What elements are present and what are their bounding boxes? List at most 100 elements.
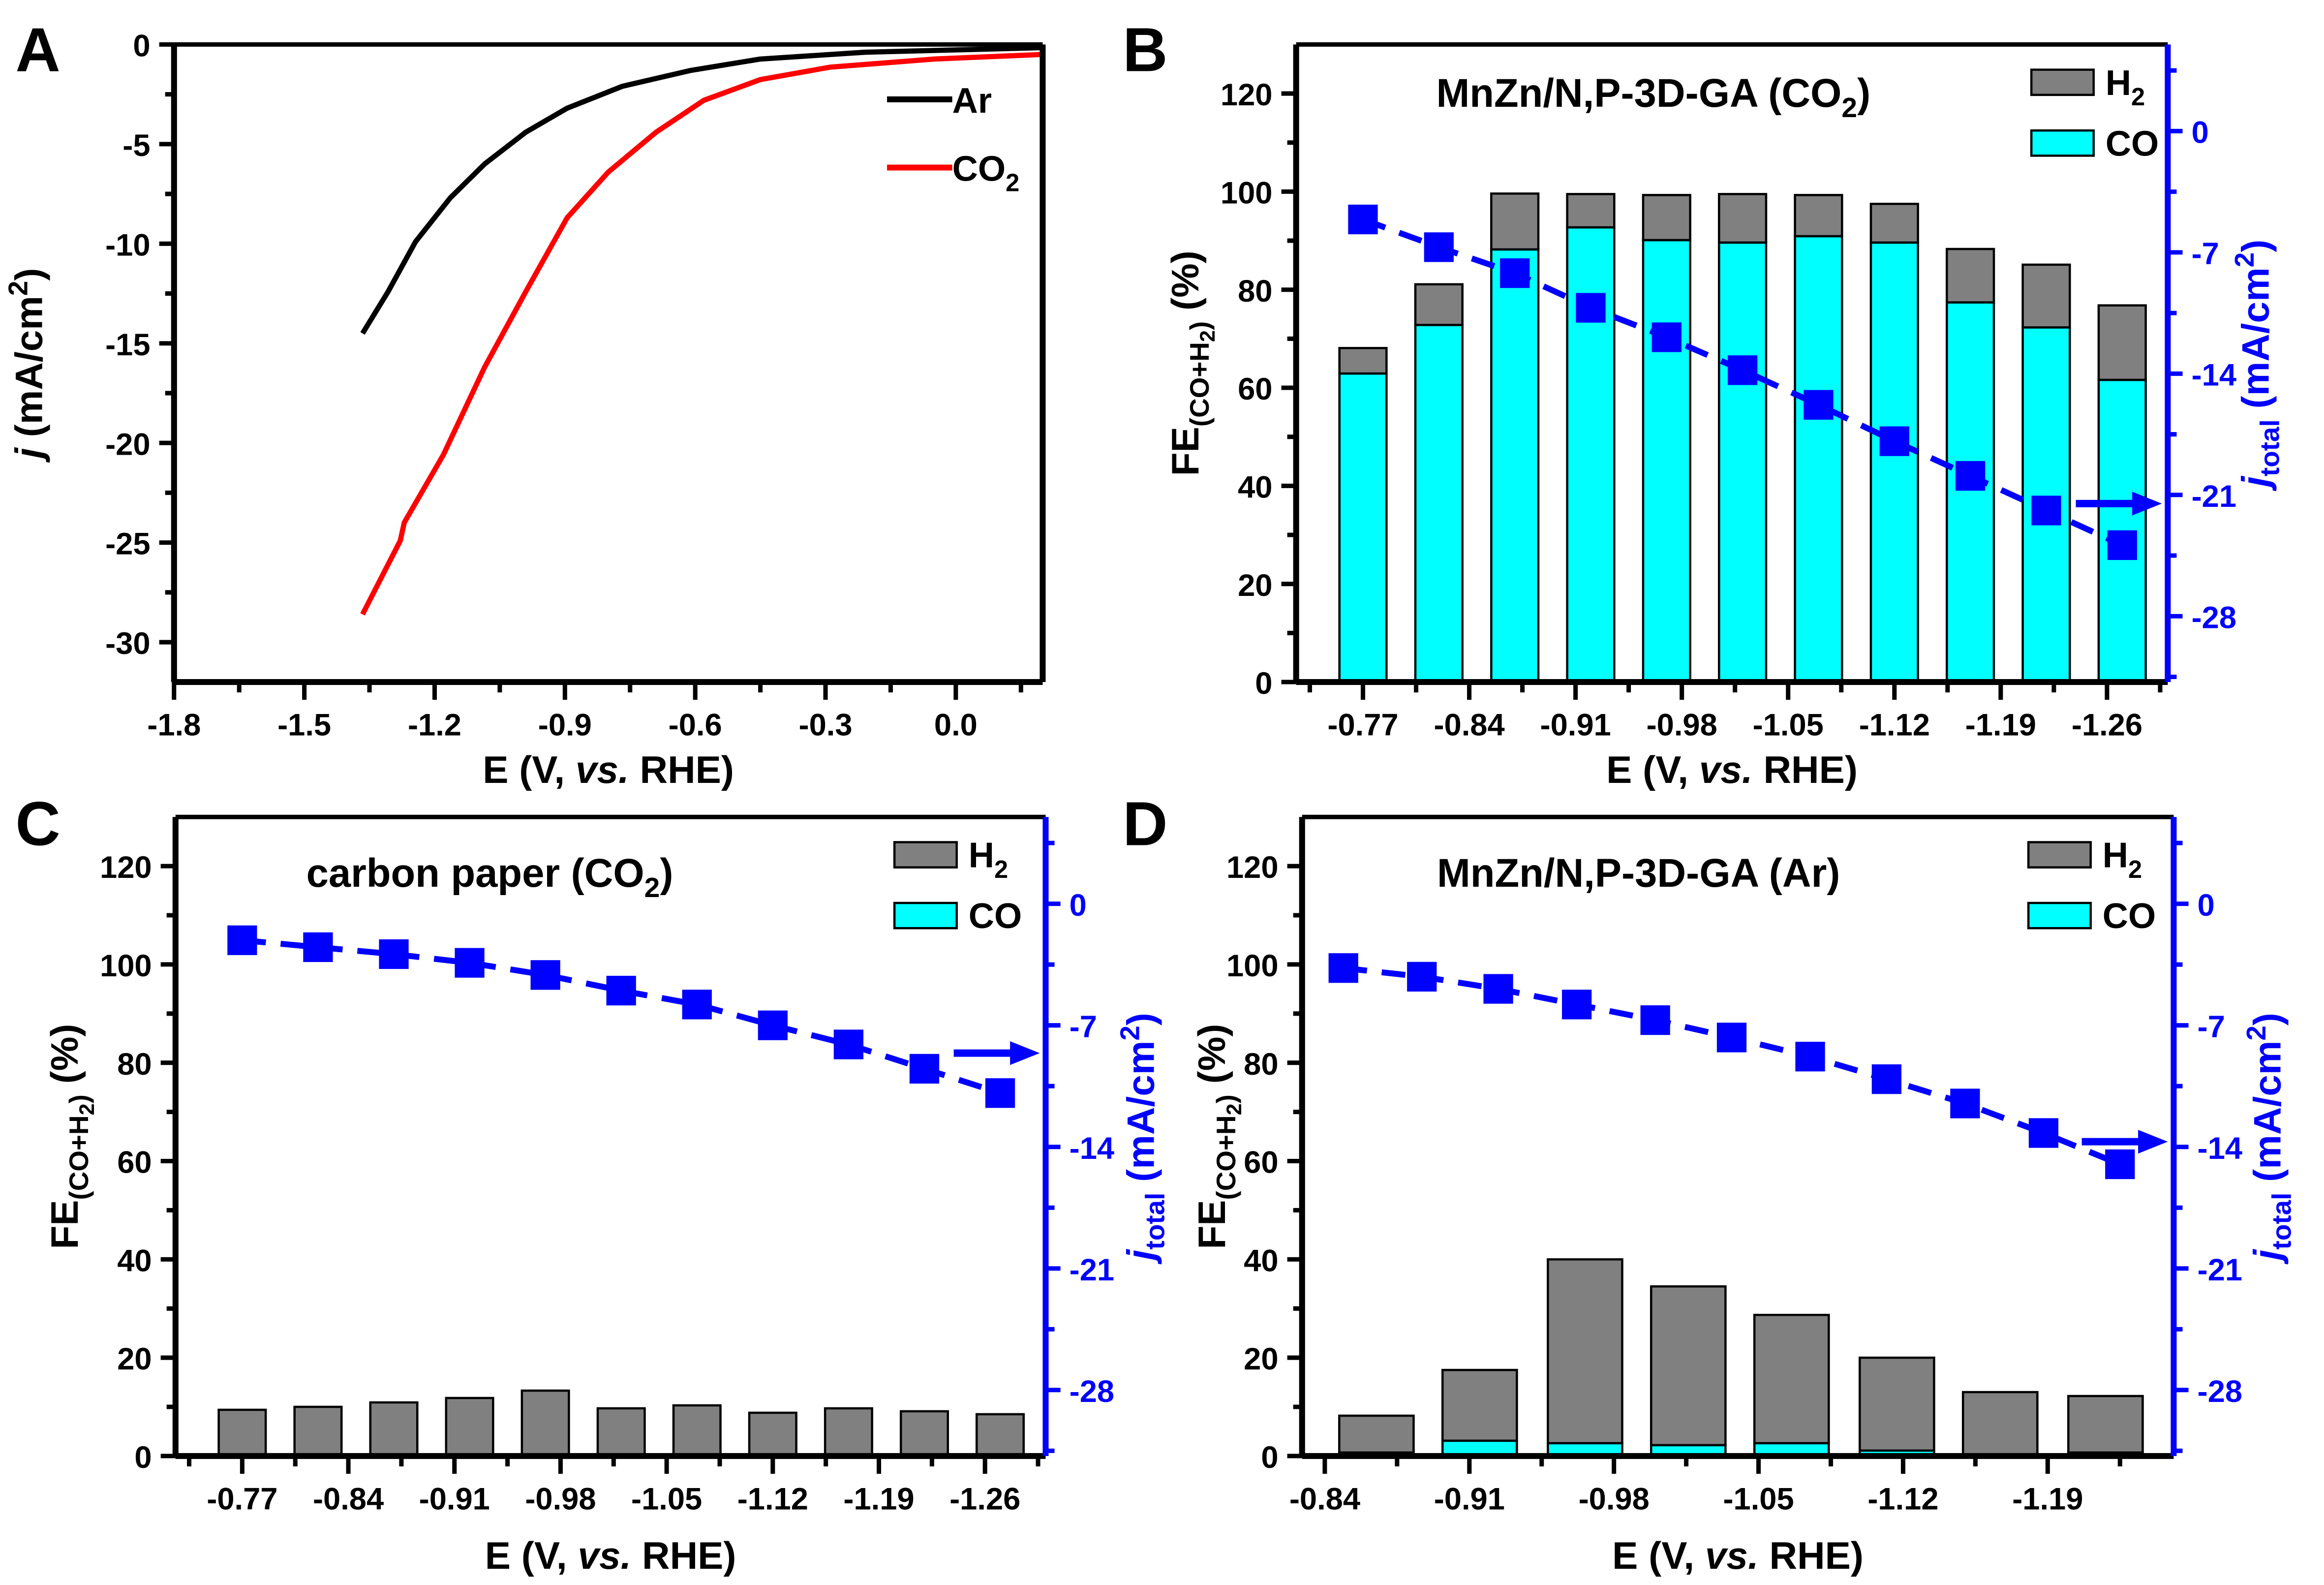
bar-co <box>1566 226 1616 684</box>
bar-h2 <box>899 1410 949 1458</box>
bar-h2 <box>2067 1395 2144 1454</box>
y-tick-label: 120 <box>1221 78 1273 112</box>
bar-h2 <box>1490 192 1540 251</box>
y-axis-title-part: (CO+H <box>1211 1115 1241 1200</box>
legend-label-part: 2 <box>2128 855 2142 883</box>
jtotal-marker <box>682 990 712 1020</box>
y2-axis-title-part: (mA/cm <box>1119 1041 1162 1193</box>
arrow-head-icon <box>2132 492 2162 516</box>
x-axis-title-part: E (V, <box>483 748 576 791</box>
x-axis-title-part: E (V, <box>1606 748 1699 791</box>
x-tick-label: -1.19 <box>1965 708 2036 742</box>
y2-tick-label: 0 <box>2192 116 2209 150</box>
x-axis-title: E (V, vs. RHE) <box>1606 748 1858 791</box>
panel-annotation: MnZn/N,P-3D-GA (Ar) <box>1437 851 1840 896</box>
jtotal-marker <box>1651 322 1682 352</box>
bar-h2 <box>672 1404 722 1458</box>
bar-co <box>1946 301 1995 684</box>
bar-h2 <box>445 1397 494 1458</box>
jtotal-marker <box>1871 1064 1901 1094</box>
jtotal-marker <box>2107 530 2137 560</box>
y2-axis-title-part: ) <box>2245 1013 2289 1026</box>
y-tick-label: -30 <box>105 626 150 661</box>
x-tick-label: -1.12 <box>1859 708 1930 742</box>
legend-label: H2 <box>2106 63 2145 111</box>
bar-h2 <box>748 1411 797 1458</box>
y2-tick-label: -7 <box>1070 1010 1097 1044</box>
x-tick-label: -1.12 <box>737 1482 808 1516</box>
y-axis-title-part: ) <box>63 1094 94 1103</box>
arrow-head-icon <box>2138 1130 2168 1154</box>
x-tick-label: -1.2 <box>408 708 461 742</box>
bar-h2 <box>596 1407 646 1458</box>
y-axis-title-part: (%) <box>1163 250 1207 321</box>
y-tick-label: 60 <box>1244 1146 1278 1180</box>
jtotal-marker <box>227 925 257 955</box>
y2-axis-title-part: total <box>2266 1193 2296 1250</box>
x-axis-title-part: vs. <box>576 748 629 791</box>
x-tick-label: -0.3 <box>799 708 853 742</box>
x-tick-label: -0.84 <box>1289 1482 1360 1516</box>
jtotal-marker <box>1328 953 1358 983</box>
bar-h2 <box>1869 203 1919 244</box>
jtotal-marker <box>2028 1118 2059 1148</box>
legend-swatch-co <box>2030 129 2095 157</box>
legend-label-part: 2 <box>2131 83 2145 111</box>
y-tick-label: 120 <box>100 850 152 885</box>
jtotal-marker <box>909 1054 940 1084</box>
legend-label-part: CO <box>2103 897 2156 936</box>
y2-axis-title-part: ) <box>2233 240 2277 252</box>
y-axis-title-part: ) <box>1211 1094 1241 1103</box>
legend-swatch-co <box>893 901 958 930</box>
y-tick-label: 80 <box>117 1047 152 1082</box>
y-axis-title: FE(CO+H2) (%) <box>1163 250 1220 476</box>
legend-label: CO <box>2103 897 2156 936</box>
panel-annotation: carbon paper (CO2) <box>306 851 673 903</box>
jtotal-marker <box>379 939 409 969</box>
legend-label-part: H <box>2106 63 2131 103</box>
y2-tick-label: -21 <box>1070 1253 1114 1287</box>
y-axis-title-part: (CO+H <box>1184 342 1215 427</box>
y-tick-label: 60 <box>1238 372 1272 406</box>
bar-h2 <box>1338 347 1388 375</box>
x-tick-label: 0.0 <box>934 708 978 742</box>
jtotal-marker <box>1804 390 1834 420</box>
bar-co <box>1338 372 1388 684</box>
x-tick-label: -1.26 <box>2072 708 2142 742</box>
jtotal-marker <box>606 975 636 1006</box>
y-axis-title-part: j <box>7 447 51 463</box>
jtotal-marker <box>985 1078 1015 1108</box>
x-axis-title: E (V, vs. RHE) <box>485 1534 736 1577</box>
y-axis-title-part: (%) <box>43 1024 86 1095</box>
bar-h2 <box>1794 194 1843 238</box>
jtotal-marker <box>1728 355 1758 385</box>
x-tick-label: -0.91 <box>1434 1482 1505 1516</box>
y2-axis-title-part: total <box>1140 1193 1170 1250</box>
y-tick-label: 100 <box>1221 176 1273 210</box>
y-tick-label: 20 <box>117 1342 152 1376</box>
legend-label-part: Ar <box>952 81 992 121</box>
jtotal-marker <box>833 1029 864 1059</box>
panel-annotation-part: MnZn/N,P-3D-GA (CO <box>1437 71 1842 116</box>
bar-h2 <box>1946 248 1995 304</box>
legend-label-part: H <box>969 836 994 875</box>
y-axis-title-part: 2 <box>75 1103 99 1115</box>
y-axis-title-part: 2 <box>1196 330 1220 342</box>
y-tick-label: 0 <box>134 1440 152 1475</box>
y2-tick-label: -21 <box>2192 479 2236 514</box>
y-tick-label: 0 <box>133 29 150 63</box>
panel-annotation: MnZn/N,P-3D-GA (CO2) <box>1437 71 1871 124</box>
jtotal-marker <box>1879 426 1909 456</box>
y-tick-label: 0 <box>1255 666 1272 701</box>
y2-tick-label: -28 <box>2198 1374 2242 1409</box>
x-axis-title-part: RHE) <box>629 748 734 791</box>
bar-h2 <box>1753 1313 1830 1445</box>
x-axis-title-part: RHE) <box>1759 1534 1864 1577</box>
x-axis-title-part: vs. <box>1699 748 1753 791</box>
x-tick-label: -1.05 <box>1723 1482 1794 1516</box>
panel-annotation-part: MnZn/N,P-3D-GA (Ar) <box>1437 851 1840 896</box>
y-axis-title-part: FE <box>1163 427 1207 476</box>
x-tick-label: -0.6 <box>669 708 722 742</box>
bar-h2 <box>369 1401 419 1458</box>
